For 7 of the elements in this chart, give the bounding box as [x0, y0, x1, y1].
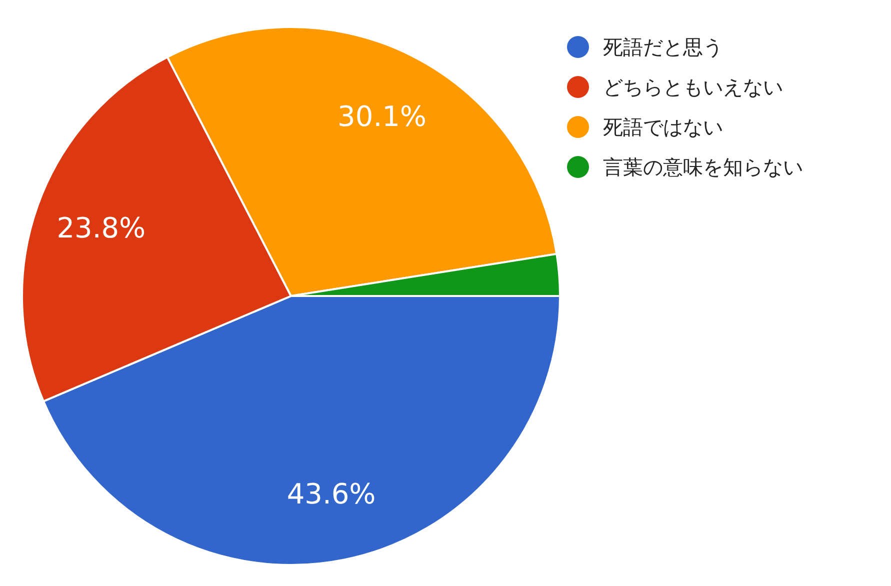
legend-label: 死語ではない	[603, 115, 723, 139]
legend-label: どちらともいえない	[603, 75, 783, 99]
legend-label: 言葉の意味を知らない	[603, 155, 803, 179]
data-label: 30.1%	[338, 100, 427, 133]
legend-label: 死語だと思う	[603, 35, 723, 59]
data-label: 23.8%	[56, 211, 146, 244]
data-label: 43.6%	[286, 477, 376, 510]
